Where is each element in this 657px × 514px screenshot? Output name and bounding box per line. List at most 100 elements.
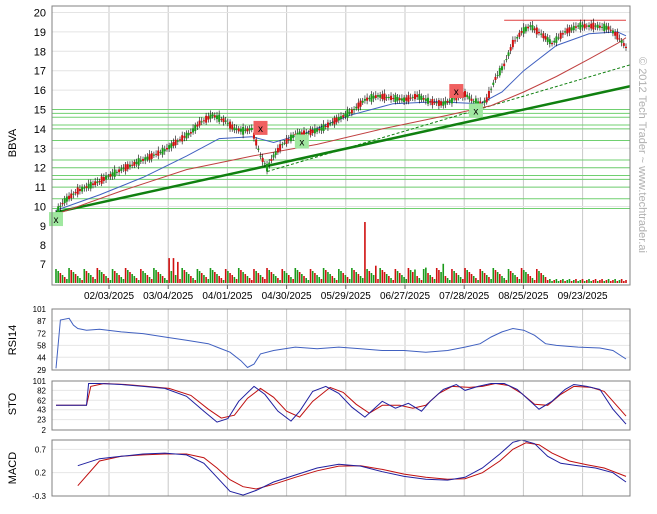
volume-bar [431, 277, 434, 283]
candle-body [124, 164, 127, 172]
candle-body [535, 27, 538, 35]
osc-panel-frame [51, 439, 631, 497]
macd-label: MACD [7, 452, 19, 484]
candle-body [122, 168, 125, 170]
volume-bar [142, 271, 144, 283]
volume-bar [274, 276, 277, 283]
candle-body [376, 95, 379, 97]
candle-body [198, 120, 201, 126]
rsi-label: RSI14 [7, 325, 19, 356]
x-tick-label: 03/04/2025 [143, 291, 193, 302]
volume-bar [207, 279, 210, 283]
volume-bar [227, 271, 229, 283]
volume-bar [416, 276, 418, 283]
volume-bar [209, 268, 212, 283]
volume-bar [483, 273, 486, 283]
watermark: © 2012 Tech Trader ~ www.techtrader.ai [636, 57, 648, 253]
volume-bar [372, 275, 375, 283]
candle-body [137, 158, 140, 166]
volume-bar [316, 275, 318, 283]
volume-bar [438, 270, 440, 283]
candle-body [242, 126, 245, 135]
candle-body [300, 132, 303, 136]
volume-bar [79, 278, 81, 283]
candle-body [450, 96, 453, 104]
candle-body [120, 168, 123, 171]
candle-body [490, 88, 493, 90]
candle-body [152, 154, 155, 156]
volume-bar [131, 274, 133, 283]
candle-body [252, 132, 255, 139]
candle-body [261, 157, 264, 163]
volume-bar [351, 268, 353, 283]
candle-body [324, 125, 327, 127]
candle-body [350, 109, 353, 114]
sell-signal-marker [449, 84, 464, 99]
candle-body [298, 131, 301, 137]
volume-bar [331, 276, 334, 283]
candle-body [224, 120, 227, 122]
candle-body [346, 110, 349, 118]
volume-bar [170, 271, 173, 283]
candle-body [220, 119, 223, 121]
volume-bar [409, 270, 412, 283]
candle-body [83, 187, 86, 189]
volume-bar [364, 222, 366, 283]
y-tick-label: 17 [34, 66, 46, 78]
volume-bar [179, 279, 181, 283]
candle-body [91, 183, 94, 185]
x-tick-label: 07/28/2025 [439, 291, 489, 302]
candle-body [170, 143, 173, 148]
candle-body [115, 171, 118, 173]
volume-bar [568, 279, 571, 283]
volume-bar [342, 273, 344, 283]
candle-body [233, 127, 236, 131]
volume-bar [181, 268, 183, 283]
volume-bar [314, 273, 316, 283]
y-tick-label: 15 [34, 105, 46, 117]
candle-body [329, 123, 332, 125]
volume-bar [309, 269, 312, 283]
volume-bar [355, 272, 358, 283]
volume-bar [107, 278, 110, 283]
candle-body [268, 162, 271, 166]
candle-body [507, 52, 510, 57]
volume-bar [414, 269, 416, 283]
volume-bar [150, 279, 153, 283]
candle-body [353, 109, 356, 111]
candle-body [420, 95, 423, 100]
volume-bar [318, 277, 321, 283]
candle-body [527, 26, 530, 29]
volume-bar [492, 268, 495, 283]
candle-body [157, 150, 160, 156]
candle-body [579, 22, 582, 30]
volume-bar [324, 270, 327, 283]
candle-body [516, 36, 519, 39]
volume-bar [446, 278, 449, 283]
candle-body [474, 98, 477, 107]
volume-bar [518, 279, 521, 283]
candle-body [533, 28, 536, 31]
volume-bar [411, 272, 414, 283]
candle-body [61, 202, 64, 205]
candle-body [387, 96, 390, 99]
candle-body [390, 95, 393, 100]
volume-bar [74, 274, 77, 283]
volume-bar [113, 271, 116, 283]
osc-plot-bg [52, 309, 630, 370]
volume-bar [472, 276, 475, 283]
volume-bar [403, 277, 405, 283]
candle-body [537, 31, 540, 34]
volume-bar [542, 275, 545, 283]
candle-body [564, 31, 567, 33]
candle-body [468, 96, 471, 100]
osc-tick-label: 82 [37, 386, 46, 395]
candle-body [133, 161, 136, 166]
volume-bar [246, 276, 249, 283]
candle-body [246, 128, 249, 132]
candle-body [337, 116, 340, 121]
osc-tick-label: 23 [37, 416, 46, 425]
candle-body [344, 113, 347, 117]
candle-body [555, 36, 558, 43]
y-tick-label: 16 [34, 85, 46, 97]
